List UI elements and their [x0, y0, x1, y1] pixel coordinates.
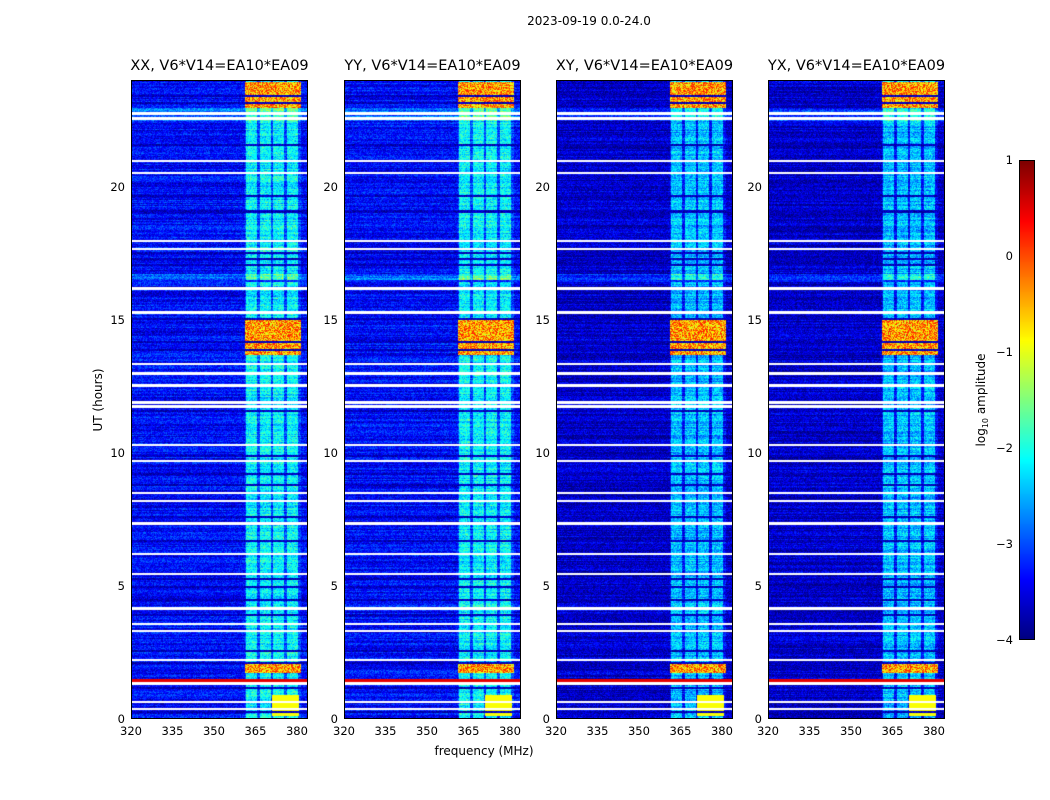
y-tick-label: 20: [535, 179, 550, 194]
colorbar-label: log10 amplitude: [974, 354, 990, 447]
colorbar-tick-label: −1: [996, 345, 1013, 359]
colorbar-tick-label: −2: [996, 441, 1013, 455]
x-tick-label: 380: [710, 724, 733, 738]
waterfall-image: [557, 81, 732, 718]
figure-title: 2023-09-19 0.0-24.0: [527, 14, 651, 28]
x-tick-label: 350: [202, 724, 225, 738]
panel-title: YX, V6*V14=EA10*EA09: [767, 58, 946, 74]
y-tick-label: 0: [754, 712, 762, 726]
y-tick-label: 5: [117, 578, 125, 593]
colorbar-tick-label: −4: [996, 633, 1013, 647]
x-tick-label: 380: [498, 724, 521, 738]
x-tick-label: 365: [881, 724, 904, 738]
y-tick-label: 15: [747, 312, 762, 327]
x-tick-label: 320: [333, 724, 355, 738]
y-tick-label: 5: [330, 578, 338, 593]
colorbar-tick-label: 1: [1005, 153, 1013, 167]
x-tick-label: 350: [839, 724, 862, 738]
x-tick-label: 320: [757, 724, 779, 738]
y-tick-label: 5: [754, 578, 762, 593]
y-tick-label: 0: [330, 712, 338, 726]
x-tick-label: 335: [374, 724, 397, 738]
waterfall-panel: [556, 80, 733, 719]
waterfall-panel: [344, 80, 521, 719]
x-tick-label: 335: [161, 724, 184, 738]
y-axis-label: UT (hours): [91, 368, 105, 432]
waterfall-image: [132, 81, 307, 718]
waterfall-panel: [768, 80, 945, 719]
y-tick-label: 20: [747, 179, 762, 194]
colorbar-label-sub: 10: [981, 417, 991, 429]
y-tick-label: 10: [747, 445, 762, 460]
waterfall-image: [345, 81, 520, 718]
y-tick-label: 5: [542, 578, 550, 593]
y-tick-label: 0: [542, 712, 550, 726]
y-tick-label: 10: [535, 445, 550, 460]
x-tick-label: 365: [244, 724, 267, 738]
y-tick-label: 15: [323, 312, 338, 327]
colorbar-label-main: log: [973, 428, 988, 447]
y-tick-label: 15: [110, 312, 125, 327]
y-tick-label: 20: [323, 179, 338, 194]
panel-title: XX, V6*V14=EA10*EA09: [130, 58, 309, 74]
y-tick-label: 10: [323, 445, 338, 460]
x-tick-label: 320: [120, 724, 142, 738]
y-tick-label: 15: [535, 312, 550, 327]
waterfall-panel: [131, 80, 308, 719]
x-tick-label: 320: [545, 724, 567, 738]
x-tick-label: 335: [586, 724, 609, 738]
y-tick-label: 10: [110, 445, 125, 460]
panel-title: YY, V6*V14=EA10*EA09: [344, 58, 521, 74]
x-tick-label: 380: [922, 724, 945, 738]
colorbar-tick-label: 0: [1005, 249, 1013, 263]
x-tick-label: 350: [415, 724, 438, 738]
panel-title: XY, V6*V14=EA10*EA09: [555, 58, 734, 74]
x-axis-label: frequency (MHz): [434, 744, 534, 758]
x-tick-label: 350: [627, 724, 650, 738]
colorbar: [1019, 160, 1035, 640]
colorbar-label-rest: amplitude: [973, 353, 988, 418]
x-tick-label: 365: [669, 724, 692, 738]
x-tick-label: 335: [798, 724, 821, 738]
y-tick-label: 0: [117, 712, 125, 726]
x-tick-label: 380: [285, 724, 308, 738]
colorbar-tick-label: −3: [996, 537, 1013, 551]
waterfall-image: [769, 81, 944, 718]
x-tick-label: 365: [457, 724, 480, 738]
y-tick-label: 20: [110, 179, 125, 194]
